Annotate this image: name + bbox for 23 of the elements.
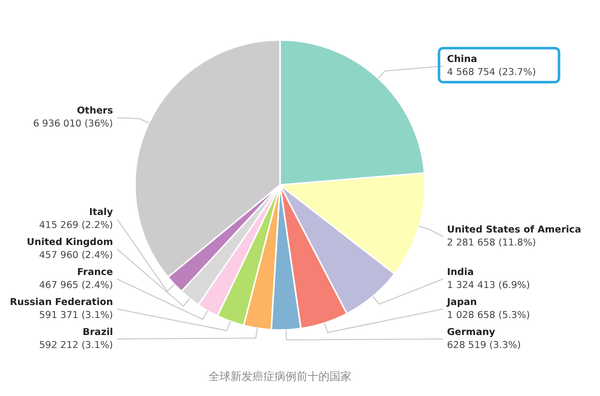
data-label: 1 028 658 (5.3%) [447,310,530,321]
slice-label: Japan [446,297,478,308]
slice-label: Russian Federation [10,297,114,308]
data-label: 628 519 (3.3%) [447,340,521,351]
data-label: 6 936 010 (36%) [33,118,113,130]
slice-label: Brazil [82,327,113,338]
data-label: 415 269 (2.2%) [39,220,113,231]
slice-label: United States of America [447,224,582,236]
slice-label: United Kingdom [26,237,114,248]
text: 全球新发癌症病例前十的国家 [208,370,352,383]
data-label: 1 324 413 (6.9%) [447,280,530,291]
data-label: 592 212 (3.1%) [39,340,113,351]
slice-label: China [447,54,478,66]
slice-label: France [77,267,113,278]
slice-label: India [447,267,474,278]
slice-label: Germany [447,327,496,338]
data-label: 591 371 (3.1%) [39,310,113,321]
data-label: 4 568 754 (23.7%) [447,67,536,78]
slice-label: Italy [89,207,114,218]
data-label: 467 965 (2.4%) [39,280,113,291]
data-label: 457 960 (2.4%) [39,250,113,261]
slice-label: Others [76,106,114,117]
data-label: 2 281 658 (11.8%) [447,238,536,249]
